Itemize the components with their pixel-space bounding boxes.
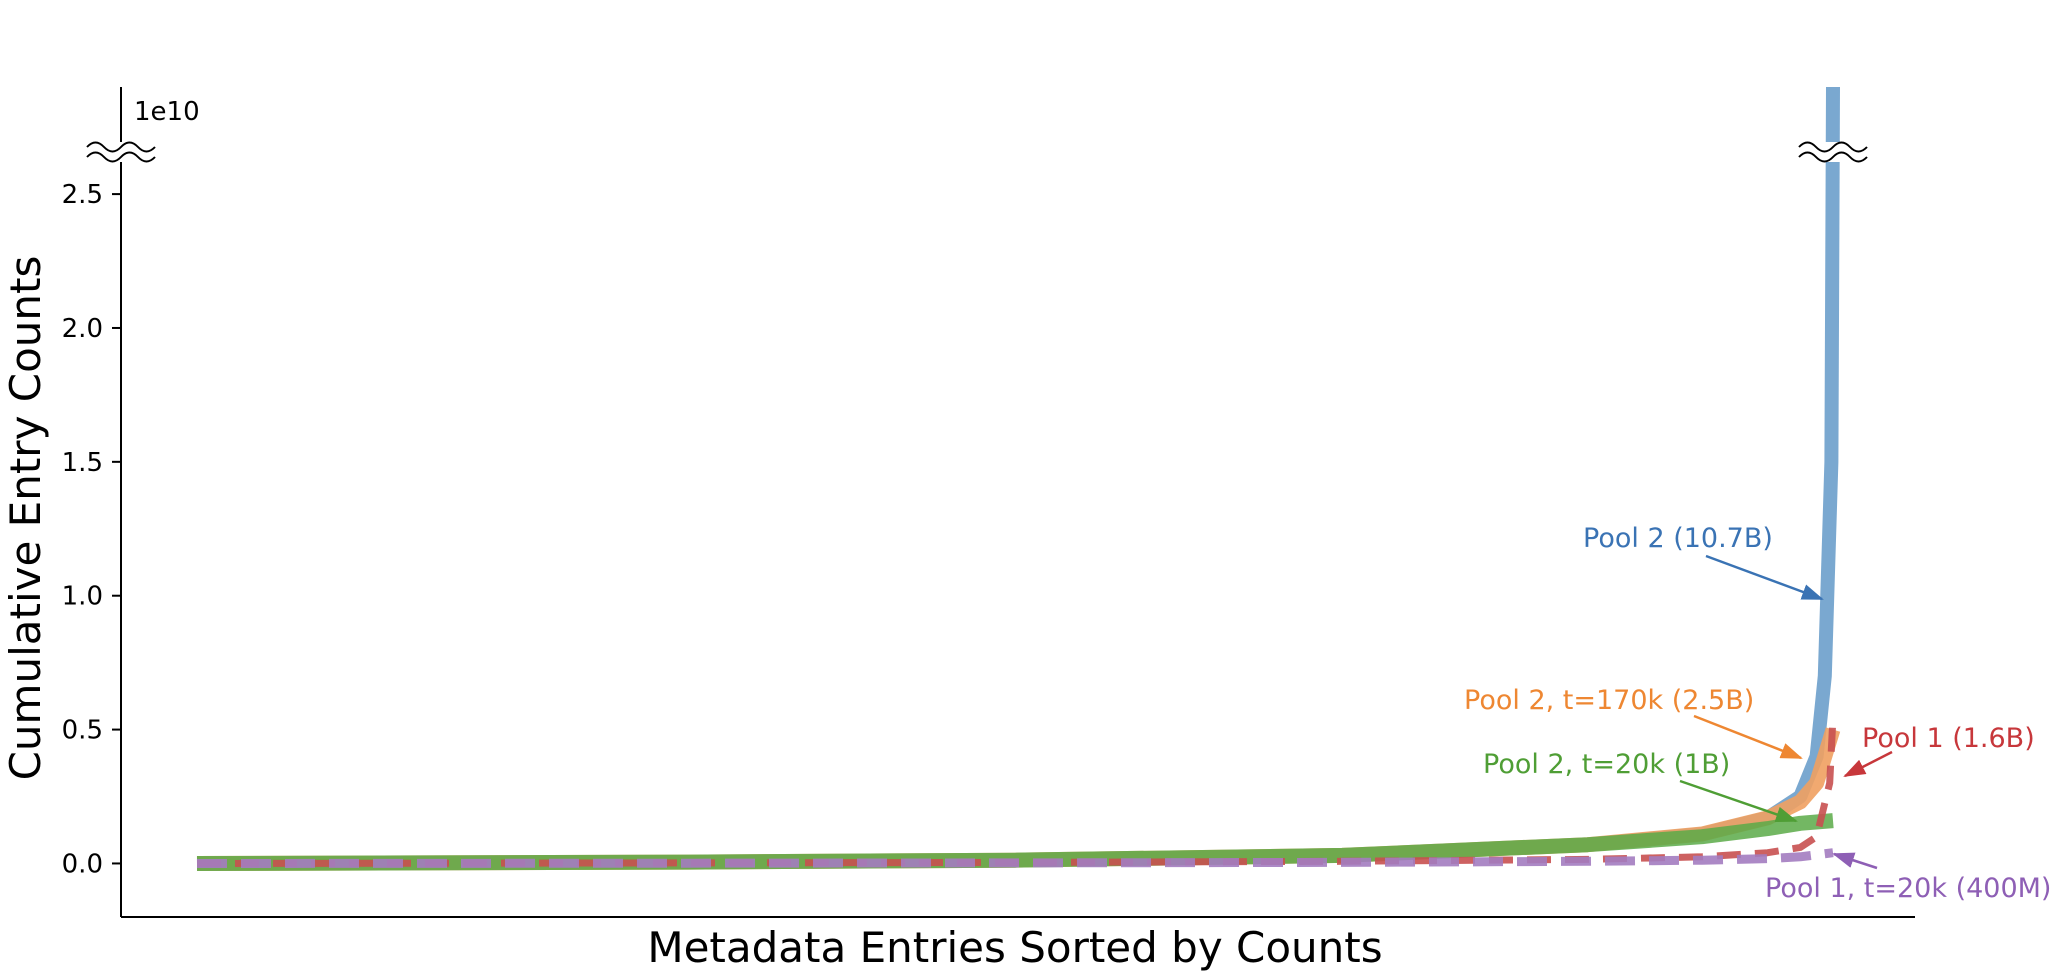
y-multiplier-label: 1e10 <box>134 97 200 127</box>
series-line-pool1-t20k <box>196 848 1834 868</box>
annotation-arrow-pool2-t170k <box>1693 714 1803 760</box>
annotation-label-pool2-t170k: Pool 2, t=170k (2.5B) <box>1464 685 1754 716</box>
x-axis-title: Metadata Entries Sorted by Counts <box>647 923 1382 972</box>
annotation-label-pool1: Pool 1 (1.6B) <box>1862 723 2035 754</box>
annotation-label-pool2: Pool 2 (10.7B) <box>1583 523 1773 554</box>
y-axis-break-mark-wave <box>86 141 156 153</box>
series-break-mark-wave <box>1798 151 1868 163</box>
y-axis-break-mark <box>86 141 156 163</box>
y-tick-label: 0.5 <box>62 716 103 746</box>
y-axis-title: Cumulative Entry Counts <box>1 256 50 781</box>
annotation-label-pool1-t20k: Pool 1, t=20k (400M) <box>1765 873 2050 904</box>
annotation-arrow-pool2-t20k <box>1679 779 1798 823</box>
annotation-layer: Pool 2 (10.7B) Pool 2, t=170k (2.5B) Pool … <box>1464 523 2050 904</box>
annotation-arrow-pool1 <box>1843 750 1893 778</box>
annotation-arrow-pool2 <box>1705 554 1824 601</box>
y-tick-label: 2.0 <box>62 314 103 344</box>
y-tick-label: 0.0 <box>62 849 103 879</box>
series-layer <box>196 86 1841 871</box>
y-tick-label: 2.5 <box>62 180 103 210</box>
axes-layer: 0.0 0.5 1.0 1.5 2.0 2.5 <box>62 87 1915 918</box>
series-break-mark <box>1798 141 1868 163</box>
y-tick-label: 1.5 <box>62 448 103 478</box>
y-tick-label: 1.0 <box>62 582 103 612</box>
y-axis-break-mark-wave <box>86 151 156 163</box>
annotation-label-pool2-t20k: Pool 2, t=20k (1B) <box>1483 749 1730 780</box>
series-break-mark-wave <box>1798 141 1868 153</box>
series-line-pool2 <box>196 86 1840 871</box>
annotation-arrow-pool1-t20k <box>1832 852 1878 870</box>
